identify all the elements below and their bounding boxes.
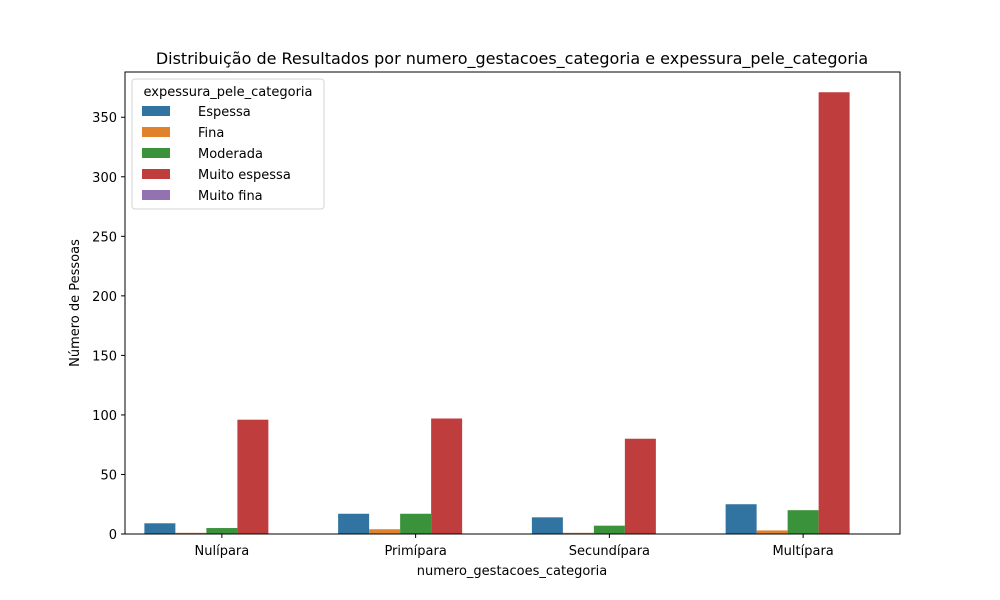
chart-title: Distribuição de Resultados por numero_ge… — [156, 49, 868, 69]
legend-swatch-fina — [142, 127, 170, 137]
x-tick-label: Multípara — [772, 544, 833, 559]
y-tick-label: 200 — [92, 290, 117, 305]
bar-moderada-1 — [400, 513, 432, 534]
y-axis: 0 50 100 150 200 250 300 350 — [92, 111, 125, 543]
bar-moderada-3 — [787, 510, 819, 534]
y-tick-label: 250 — [92, 230, 117, 245]
bar-muito-espessa-1 — [431, 418, 463, 534]
legend-title: expessura_pele_categoria — [143, 85, 312, 100]
bar-fina-1 — [369, 529, 401, 534]
x-axis-label: numero_gestacoes_categoria — [417, 564, 607, 579]
legend-box — [131, 78, 325, 210]
bar-espessa-3 — [725, 504, 757, 534]
y-tick-label: 100 — [92, 409, 117, 424]
x-axis: Nulípara Primípara Secundípara Multípara — [195, 534, 834, 559]
legend-label-muito-fina: Muito fina — [198, 189, 263, 204]
legend-label-muito-espessa: Muito espessa — [198, 168, 291, 183]
legend-swatch-muito-espessa — [142, 169, 170, 179]
bar-espessa-2 — [531, 517, 563, 534]
y-tick-label: 300 — [92, 171, 117, 186]
plot-frame — [124, 71, 901, 535]
legend-label-fina: Fina — [198, 126, 224, 141]
legend-label-moderada: Moderada — [198, 147, 263, 162]
bar-moderada-2 — [593, 525, 625, 534]
legend-label-espessa: Espessa — [198, 105, 251, 120]
y-axis-label: Número de Pessoas — [68, 239, 83, 367]
y-tick-label: 50 — [100, 468, 117, 483]
bar-moderada-0 — [206, 528, 238, 534]
legend-items: Espessa Fina Moderada Muito espessa Muito fi… — [142, 105, 291, 204]
x-tick-label: Secundípara — [569, 544, 650, 559]
legend-swatch-espessa — [142, 106, 170, 116]
bar-espessa-0 — [144, 523, 176, 534]
bar-muito-espessa-0 — [237, 419, 269, 534]
bar-fina-3 — [756, 530, 788, 534]
bar-fina-0 — [175, 532, 207, 534]
y-tick-label: 350 — [92, 111, 117, 126]
x-tick-label: Nulípara — [195, 544, 250, 559]
y-tick-label: 0 — [109, 528, 117, 543]
bar-fina-2 — [562, 532, 594, 534]
bar-espessa-1 — [338, 513, 370, 534]
plot-bars — [144, 92, 850, 534]
x-tick-label: Primípara — [384, 544, 446, 559]
legend: expessura_pele_categoria Espessa Fina Mode… — [131, 78, 325, 210]
bar-muito-espessa-3 — [818, 92, 850, 534]
bar-muito-espessa-2 — [624, 438, 656, 534]
y-tick-label: 150 — [92, 349, 117, 364]
legend-swatch-moderada — [142, 148, 170, 158]
legend-swatch-muito-fina — [142, 190, 170, 200]
